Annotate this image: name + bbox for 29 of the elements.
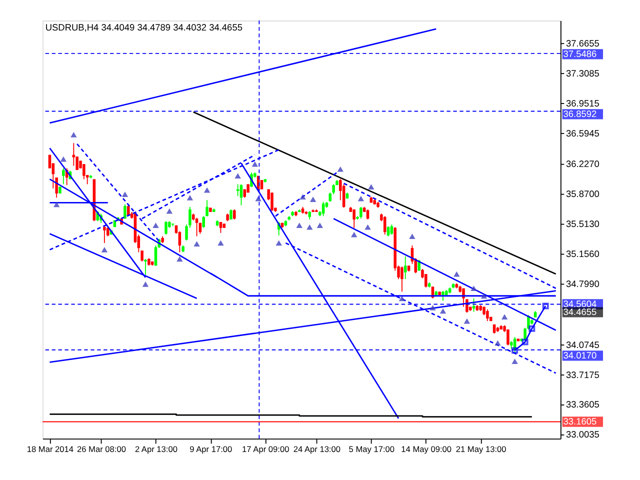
x-tick-label: 24 Apr 13:00: [293, 444, 341, 454]
y-tick-label: 36.5945: [566, 128, 600, 138]
y-tick-label: 35.1560: [566, 249, 600, 260]
x-tick-label: 21 May 13:00: [456, 444, 507, 454]
y-tick-label: 33.7175: [566, 370, 600, 380]
ref-line-label: 33.1605: [563, 416, 597, 427]
x-tick-label: 9 Apr 17:00: [190, 444, 233, 454]
ref-line-label: 34.0170: [563, 350, 597, 360]
x-tick-label: 14 May 09:00: [401, 444, 452, 454]
ref-line-label: 34.5604: [563, 299, 597, 310]
y-tick-label: 33.3605: [566, 400, 600, 410]
x-tick-label: 5 May 17:00: [348, 444, 395, 454]
x-tick-label: 2 Apr 13:00: [134, 444, 178, 454]
x-tick-label: 17 Apr 09:00: [242, 444, 290, 454]
y-tick-label: 33.0035: [566, 430, 600, 440]
ref-line-label: 36.8592: [563, 108, 597, 119]
x-tick-label: 18 Mar 2014: [26, 444, 74, 454]
y-tick-label: 37.3085: [566, 68, 600, 78]
y-tick-label: 37.6655: [566, 38, 600, 48]
x-tick-label: 26 Mar 08:00: [76, 444, 126, 454]
chart-title: USDRUB,H4 34.4049 34.4789 34.4032 34.4655: [45, 22, 242, 33]
y-tick-label: 34.7990: [566, 278, 600, 289]
y-tick-label: 36.9515: [566, 98, 600, 108]
y-tick-label: 36.2270: [566, 159, 600, 170]
y-tick-label: 35.8700: [566, 189, 600, 200]
y-tick-label: 35.5130: [566, 219, 600, 230]
text: 34.4655: [563, 306, 597, 317]
y-tick-label: 34.0745: [566, 340, 600, 350]
ref-line-label: 37.5486: [563, 49, 597, 59]
